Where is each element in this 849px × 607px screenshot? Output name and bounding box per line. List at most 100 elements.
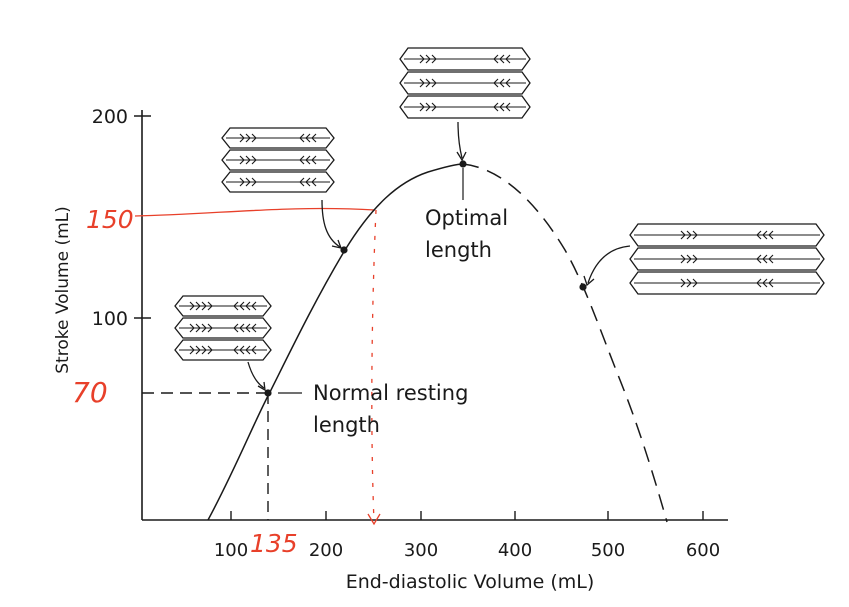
myosin-head: [419, 54, 425, 64]
myosin-head: [201, 345, 207, 355]
arrowhead-overstretched: [583, 275, 595, 287]
myosin-head: [245, 301, 251, 311]
myosin-head: [680, 278, 686, 288]
myosin-head: [768, 254, 774, 264]
curve-ascending-solid: [207, 163, 464, 521]
sarcomere-normal-length: [174, 295, 272, 361]
myosin-head: [493, 54, 499, 64]
myosin-head: [207, 323, 213, 333]
myosin-head: [505, 54, 511, 64]
myosin-head: [251, 133, 257, 143]
myosin-head: [239, 323, 245, 333]
myosin-head: [493, 78, 499, 88]
myosin-head: [311, 155, 317, 165]
arrowhead-optimal: [456, 151, 467, 162]
myosin-head: [233, 301, 239, 311]
curve-point-4: [579, 283, 587, 291]
myosin-head: [431, 78, 437, 88]
curve-point-3: [459, 160, 467, 168]
myosin-head: [195, 301, 201, 311]
curve-point-1: [264, 389, 272, 397]
optimal-length-label-line1: Optimal: [425, 206, 508, 230]
sarcomere-overstretched: [629, 223, 825, 295]
myosin-head: [680, 254, 686, 264]
myosin-head: [207, 345, 213, 355]
myosin-head: [680, 230, 686, 240]
myosin-head: [305, 133, 311, 143]
guide-150-vertical-red: [371, 209, 377, 523]
myosin-head: [245, 133, 251, 143]
myosin-head: [239, 177, 245, 187]
guide-lines: [134, 168, 464, 526]
myosin-head: [201, 323, 207, 333]
myosin-head: [756, 230, 762, 240]
guide-150-horizontal-red: [134, 207, 376, 217]
myosin-head: [245, 323, 251, 333]
arrow-optimal: [457, 121, 463, 159]
myosin-head: [299, 155, 305, 165]
arrow-normal: [247, 361, 265, 389]
myosin-head: [251, 301, 257, 311]
myosin-head: [425, 78, 431, 88]
curve-point-2: [340, 246, 348, 254]
myosin-head: [756, 254, 762, 264]
myosin-head: [692, 278, 698, 288]
myosin-head: [768, 278, 774, 288]
myosin-head: [756, 278, 762, 288]
normal-length-label-line1: Normal resting: [313, 381, 468, 405]
arrowhead-normal: [257, 381, 266, 392]
x-tick-label-500: 500: [591, 540, 625, 561]
myosin-head: [692, 254, 698, 264]
myosin-head: [189, 345, 195, 355]
x-tick-label-600: 600: [686, 540, 720, 561]
myosin-head: [239, 301, 245, 311]
myosin-head: [311, 177, 317, 187]
myosin-head: [425, 54, 431, 64]
myosin-head: [207, 301, 213, 311]
myosin-head: [189, 323, 195, 333]
myosin-head: [762, 230, 768, 240]
myosin-head: [195, 323, 201, 333]
myosin-head: [768, 230, 774, 240]
axis-ticks: 100 200 300 400 500 600 100 200: [92, 106, 720, 561]
curve-descending-dashed: [462, 163, 668, 523]
myosin-head: [251, 345, 257, 355]
myosin-head: [686, 254, 692, 264]
myosin-head: [692, 230, 698, 240]
myosin-head: [311, 133, 317, 143]
x-tick-label-200: 200: [309, 540, 343, 561]
myosin-head: [431, 54, 437, 64]
myosin-head: [425, 102, 431, 112]
optimal-length-label-line2: length: [425, 238, 492, 262]
myosin-head: [505, 78, 511, 88]
x-axis-label: End-diastolic Volume (mL): [346, 571, 595, 593]
handwritten-135: 135: [250, 529, 298, 558]
y-tick-label-100: 100: [92, 308, 128, 330]
normal-length-label-line2: length: [313, 413, 380, 437]
myosin-head: [201, 301, 207, 311]
myosin-head: [305, 155, 311, 165]
myosin-head: [233, 345, 239, 355]
myosin-head: [419, 78, 425, 88]
handwritten-70: 70: [72, 376, 108, 409]
arrow-overstretched: [587, 245, 631, 284]
x-tick-label-100: 100: [214, 540, 248, 561]
sarcomere-optimal-length: [399, 47, 531, 119]
myosin-head: [305, 177, 311, 187]
myosin-head: [499, 102, 505, 112]
myosin-head: [762, 278, 768, 288]
myosin-head: [299, 133, 305, 143]
x-tick-label-400: 400: [498, 540, 532, 561]
arrowhead-mid: [331, 239, 343, 249]
myosin-head: [299, 177, 305, 187]
myosin-head: [251, 177, 257, 187]
myosin-head: [239, 345, 245, 355]
curve: [207, 163, 668, 523]
y-tick-label-200: 200: [92, 106, 128, 128]
arrow-mid: [321, 199, 341, 248]
myosin-head: [239, 133, 245, 143]
myosin-head: [189, 301, 195, 311]
myosin-head: [245, 345, 251, 355]
myosin-head: [505, 102, 511, 112]
